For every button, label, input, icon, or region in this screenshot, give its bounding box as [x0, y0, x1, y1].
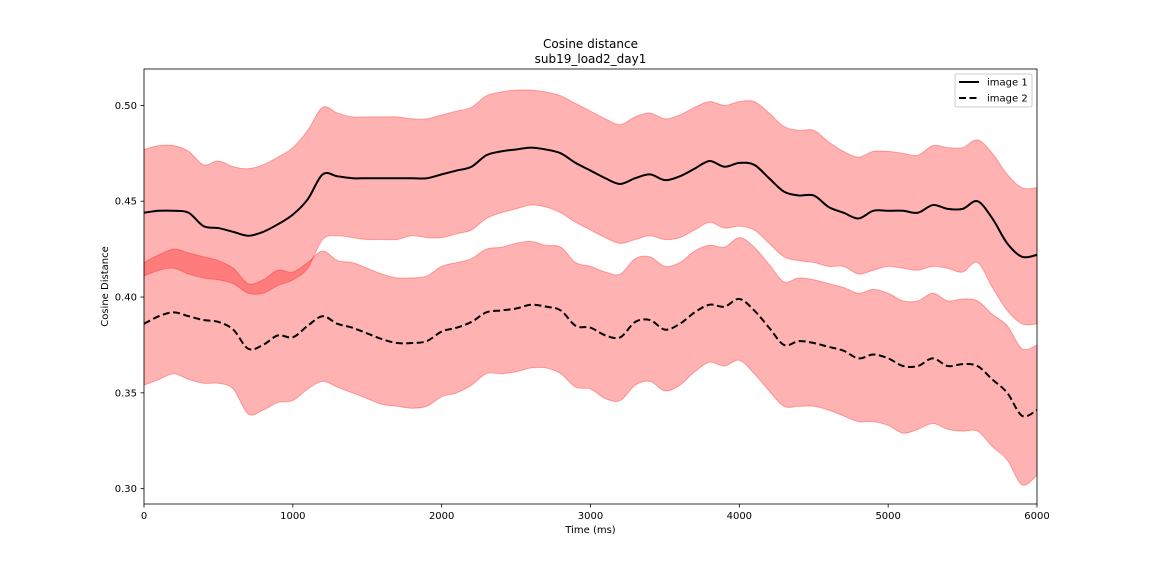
legend-label: image 2 [987, 94, 1028, 105]
x-tick-label: 0 [141, 511, 147, 522]
x-tick-label: 6000 [1024, 511, 1049, 522]
x-axis: 0 1000 2000 3000 4000 5000 6000 [141, 504, 1050, 522]
series-lines [143, 146, 1038, 418]
y-tick-label: 0.35 [115, 388, 137, 399]
x-tick-label: 4000 [727, 511, 752, 522]
series-line-2 [143, 297, 1038, 418]
x-tick-label: 1000 [280, 511, 305, 522]
y-tick-label: 0.45 [115, 197, 137, 208]
chart-subtitle: sub19_load2_day1 [535, 52, 647, 66]
legend-label: image 1 [987, 78, 1028, 89]
x-axis-label: Time (ms) [564, 525, 616, 536]
series-line-1 [143, 146, 1038, 259]
y-tick-label: 0.50 [115, 101, 137, 112]
y-axis: 0.30 0.35 0.40 0.45 0.50 [115, 101, 144, 495]
legend: image 1 image 2 [954, 73, 1033, 108]
chart-title: Cosine distance [543, 37, 638, 51]
x-tick-label: 5000 [875, 511, 900, 522]
y-axis-label: Cosine Distance [100, 246, 111, 326]
x-tick-label: 3000 [578, 511, 603, 522]
x-tick-label: 2000 [429, 511, 454, 522]
y-tick-label: 0.40 [115, 293, 137, 304]
y-tick-label: 0.30 [115, 484, 137, 495]
